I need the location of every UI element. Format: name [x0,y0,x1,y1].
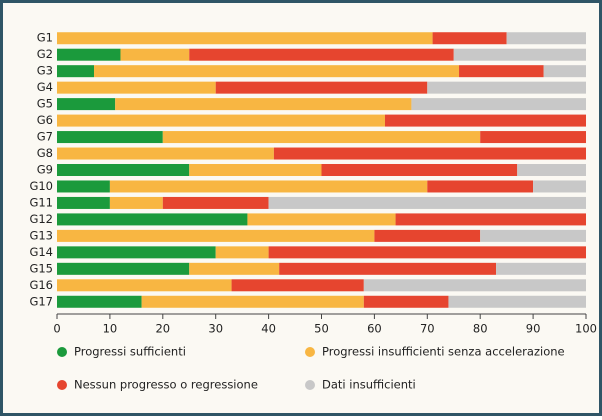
bar-segment [57,32,433,45]
bar-segment [141,295,364,308]
x-tick-label: 80 [473,322,488,336]
bar-segment [273,147,586,160]
y-tick-label: G5 [37,97,53,111]
bar-segment [517,164,586,176]
bar-segment [427,180,534,193]
x-tick-label: 10 [103,322,118,336]
bar-segment [57,114,385,127]
bar-segment [189,164,322,176]
legend-label: Nessun progresso o regressione [74,378,258,392]
bar-segment [57,196,110,209]
bar-segment [411,98,586,111]
y-tick-label: G6 [37,113,53,127]
bar-segment [448,295,586,308]
bar-segment [363,279,586,292]
bar-segment [395,213,586,226]
legend-marker [305,380,315,390]
bar-segment [162,196,269,209]
y-tick-label: G1 [37,31,53,45]
y-tick-label: G11 [29,195,53,209]
bar-segment [374,229,481,242]
bar-segment [57,131,163,144]
x-tick-label: 30 [208,322,223,336]
legend-marker [57,347,67,357]
bar-segment [57,147,274,160]
y-tick-label: G13 [29,228,53,242]
bar-segment [94,65,460,78]
y-tick-label: G15 [29,261,53,275]
x-tick-label: 40 [261,322,276,336]
y-tick-label: G14 [29,245,53,259]
bar-segment [480,229,586,242]
bar-segment [459,65,544,78]
legend-label: Progressi insufficienti senza accelerazi… [322,345,565,359]
y-tick-label: G12 [29,212,53,226]
x-tick-label: 20 [155,322,170,336]
bar-segment [268,246,586,259]
bar-segment [321,164,518,176]
x-tick-label: 0 [53,322,60,336]
x-tick-label: 100 [575,322,597,336]
bar-segment [57,213,248,226]
bar-segment [57,81,216,94]
bar-segment [57,279,232,292]
bar-segment [432,32,507,45]
bar-segment [162,131,481,144]
bar-segment [57,164,190,176]
bar-segment [543,65,586,78]
bar-segment [453,48,586,61]
legend-label: Progressi sufficienti [74,345,186,359]
x-tick-label: 60 [367,322,382,336]
bar-segment [268,196,586,209]
y-tick-label: G3 [37,64,53,78]
bar-segment [57,65,95,78]
bar-segment [120,48,190,61]
bar-segment [247,213,396,226]
y-tick-label: G17 [29,294,53,308]
bar-segment [57,262,190,275]
bar-segment [231,279,364,292]
bar-segment [57,48,121,61]
bar-segment [109,196,163,209]
legend-marker [305,347,315,357]
bar-segment [279,262,497,275]
bar-segment [384,114,586,127]
bar-segment [533,180,586,193]
bar-segment [189,48,454,61]
bar-segment [109,180,428,193]
legend-label: Dati insufficienti [322,378,416,392]
y-tick-label: G8 [37,146,53,160]
bar-segment [363,295,449,308]
bar-segment [496,262,586,275]
bar-segment [57,295,142,308]
bar-segment [427,81,586,94]
y-tick-label: G9 [37,163,53,177]
bar-segment [189,262,280,275]
bar-segment [506,32,586,45]
bar-segment [57,180,110,193]
y-tick-label: G2 [37,47,53,61]
x-tick-label: 50 [314,322,329,336]
bar-segment [57,98,116,111]
y-tick-label: G10 [29,179,53,193]
y-tick-label: G16 [29,278,53,292]
bar-segment [215,246,269,259]
x-tick-label: 70 [420,322,435,336]
bar-segment [57,246,216,259]
y-tick-label: G7 [37,130,53,144]
y-tick-label: G4 [37,80,53,94]
bar-segment [215,81,428,94]
x-tick-label: 90 [526,322,541,336]
bar-segment [115,98,412,111]
bar-segment [57,229,375,242]
legend-marker [57,380,67,390]
bar-segment [480,131,586,144]
